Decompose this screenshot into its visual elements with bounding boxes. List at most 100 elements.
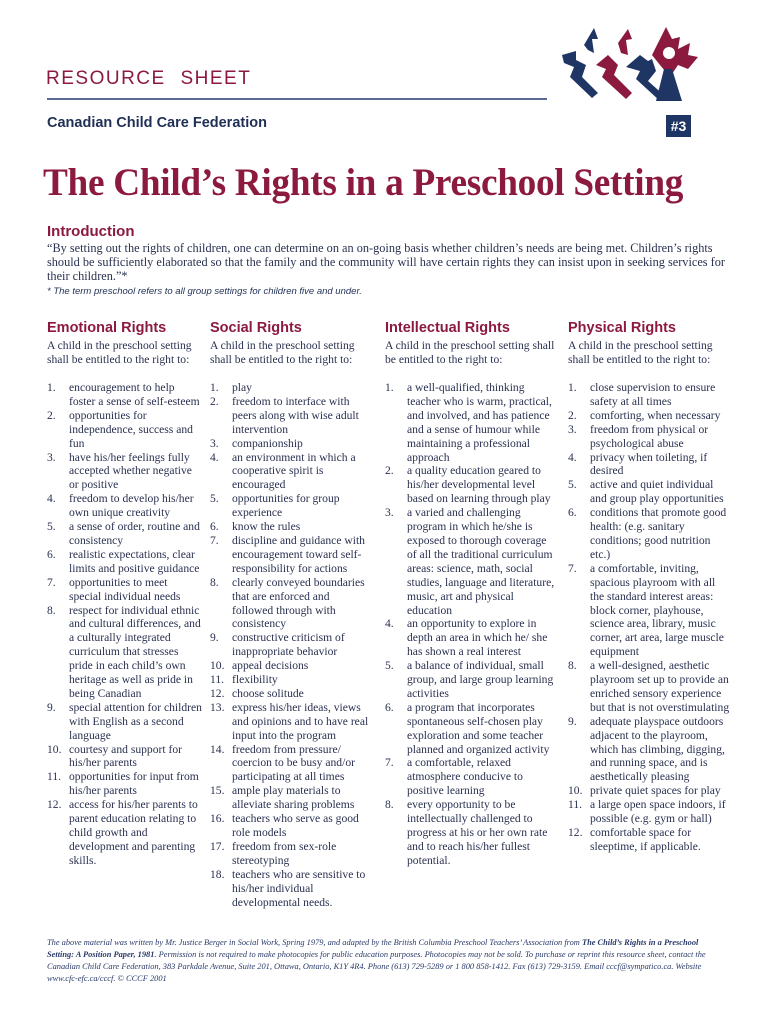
list-item: 11. a large open space indoors, if possib… bbox=[568, 798, 730, 826]
item-text: a quality education geared to his/her de… bbox=[407, 464, 551, 506]
list-item: 9. special attention for children with En… bbox=[47, 701, 202, 743]
item-number: 12. bbox=[568, 826, 583, 839]
item-number: 6. bbox=[210, 520, 219, 534]
item-number: 5. bbox=[568, 478, 577, 492]
item-number: 1. bbox=[568, 381, 577, 394]
item-number: 1. bbox=[385, 381, 394, 394]
header-divider bbox=[47, 98, 547, 100]
list-item: 7. a comfortable, inviting, spacious play… bbox=[568, 562, 730, 659]
item-text: appeal decisions bbox=[232, 659, 309, 673]
list-item: 4. an opportunity to explore in depth an … bbox=[385, 617, 555, 659]
item-text: freedom from pressure/ coercion to be bu… bbox=[232, 742, 355, 784]
sheet-number-badge: #3 bbox=[666, 115, 691, 137]
item-text: a balance of individual, small group, an… bbox=[407, 659, 554, 700]
list-item: 11. opportunities for input from his/her … bbox=[47, 770, 202, 798]
item-number: 7. bbox=[47, 575, 56, 589]
item-number: 1. bbox=[210, 381, 219, 394]
item-text: an environment in which a cooperative sp… bbox=[232, 450, 356, 492]
list-item: 3. a varied and challenging program in wh… bbox=[385, 506, 555, 617]
column-emotional-rights: Emotional Rights A child in the preschoo… bbox=[47, 320, 202, 868]
list-item: 7. discipline and guidance with encourage… bbox=[210, 534, 372, 576]
list-item: 13. express his/her ideas, views and opin… bbox=[210, 701, 372, 743]
item-text: have his/her feelings fully accepted whe… bbox=[69, 450, 192, 492]
item-number: 13. bbox=[210, 700, 225, 714]
item-number: 9. bbox=[568, 714, 577, 728]
item-text: a well-qualified, thinking teacher who i… bbox=[407, 381, 552, 464]
list-item: 9. adequate playspace outdoors adjacent t… bbox=[568, 715, 730, 785]
item-text: realistic expectations, clear limits and… bbox=[69, 547, 200, 575]
list-item: 5. a sense of order, routine and consiste… bbox=[47, 520, 202, 548]
item-text: active and quiet individual and group pl… bbox=[590, 478, 724, 506]
item-text: every opportunity to be intellectually c… bbox=[407, 798, 548, 867]
column-intellectual-rights: Intellectual Rights A child in the presc… bbox=[385, 320, 555, 868]
list-item: 4. freedom to develop his/her own unique … bbox=[47, 492, 202, 520]
intro-heading: Introduction bbox=[47, 223, 135, 240]
column-lead: A child in the preschool setting shall b… bbox=[568, 339, 713, 366]
list-item: 15. ample play materials to alleviate sha… bbox=[210, 784, 372, 812]
item-text: privacy when toileting, if desired bbox=[590, 450, 708, 478]
item-number: 1. bbox=[47, 381, 56, 394]
item-number: 12. bbox=[210, 686, 225, 700]
item-text: teachers who are sensitive to his/her in… bbox=[232, 867, 366, 909]
item-text: opportunities for group experience bbox=[232, 492, 340, 520]
item-number: 8. bbox=[385, 798, 394, 812]
list-item: 5. opportunities for group experience bbox=[210, 492, 372, 520]
list-item: 2. comforting, when necessary bbox=[568, 409, 730, 423]
list-item: 1. play bbox=[210, 381, 372, 395]
item-number: 2. bbox=[568, 408, 577, 422]
item-text: freedom to develop his/her own unique cr… bbox=[69, 492, 194, 520]
item-text: an opportunity to explore in depth an ar… bbox=[407, 617, 548, 659]
item-text: private quiet spaces for play bbox=[590, 784, 721, 798]
list-item: 16. teachers who serve as good role model… bbox=[210, 812, 372, 840]
item-number: 8. bbox=[210, 575, 219, 589]
item-text: discipline and guidance with encourageme… bbox=[232, 533, 365, 575]
page-title: The Child’s Rights in a Preschool Settin… bbox=[43, 161, 684, 204]
list-item: 17. freedom from sex-role stereotyping bbox=[210, 840, 372, 868]
organization-name: Canadian Child Care Federation bbox=[47, 115, 267, 131]
item-text: teachers who serve as good role models bbox=[232, 812, 359, 839]
item-number: 14. bbox=[210, 742, 225, 756]
cccf-logo bbox=[562, 27, 698, 101]
list-item: 8. every opportunity to be intellectually… bbox=[385, 798, 555, 868]
item-text: freedom from sex-role stereotyping bbox=[232, 839, 337, 867]
list-item: 6. realistic expectations, clear limits a… bbox=[47, 548, 202, 576]
rights-list: 1. close supervision to ensure safety at … bbox=[568, 381, 730, 854]
item-number: 5. bbox=[47, 520, 56, 534]
item-number: 12. bbox=[47, 798, 62, 812]
intro-quote: “By setting out the rights of children, … bbox=[47, 241, 725, 283]
item-text: a comfortable, relaxed atmosphere conduc… bbox=[407, 756, 523, 798]
item-text: play bbox=[232, 381, 252, 394]
list-item: 6. a program that incorporates spontaneou… bbox=[385, 701, 555, 757]
list-item: 10. courtesy and support for his/her pare… bbox=[47, 743, 202, 771]
list-item: 12. access for his/her parents to parent … bbox=[47, 798, 202, 868]
item-number: 3. bbox=[210, 436, 219, 450]
column-lead: A child in the preschool setting shall b… bbox=[385, 339, 555, 366]
item-text: access for his/her parents to parent edu… bbox=[69, 798, 198, 867]
item-number: 5. bbox=[385, 659, 394, 673]
list-item: 1. close supervision to ensure safety at … bbox=[568, 381, 730, 409]
item-number: 4. bbox=[568, 450, 577, 464]
item-number: 16. bbox=[210, 812, 225, 826]
item-text: flexibility bbox=[232, 673, 278, 687]
item-number: 7. bbox=[568, 561, 577, 575]
item-number: 2. bbox=[47, 408, 56, 422]
list-item: 7. a comfortable, relaxed atmosphere cond… bbox=[385, 756, 555, 798]
column-lead: A child in the preschool setting shall b… bbox=[210, 339, 355, 366]
item-number: 10. bbox=[47, 742, 62, 756]
list-item: 2. a quality education geared to his/her … bbox=[385, 464, 555, 506]
list-item: 10. appeal decisions bbox=[210, 659, 372, 673]
rights-list: 1. encouragement to help foster a sense o… bbox=[47, 381, 202, 868]
item-text: constructive criticism of inappropriate … bbox=[232, 631, 345, 659]
item-number: 10. bbox=[568, 784, 583, 798]
list-item: 18. teachers who are sensitive to his/her… bbox=[210, 868, 372, 910]
item-text: clearly conveyed boundaries that are enf… bbox=[232, 575, 365, 631]
item-text: opportunities for independence, success … bbox=[69, 408, 193, 450]
intro-footnote: * The term preschool refers to all group… bbox=[47, 286, 362, 297]
item-text: comfortable space for sleeptime, if appl… bbox=[590, 826, 701, 853]
item-text: express his/her ideas, views and opinion… bbox=[232, 700, 369, 742]
item-number: 8. bbox=[568, 659, 577, 673]
item-text: encouragement to help foster a sense of … bbox=[69, 381, 200, 408]
item-number: 17. bbox=[210, 839, 225, 853]
list-item: 5. active and quiet individual and group … bbox=[568, 478, 730, 506]
item-number: 11. bbox=[47, 770, 62, 784]
